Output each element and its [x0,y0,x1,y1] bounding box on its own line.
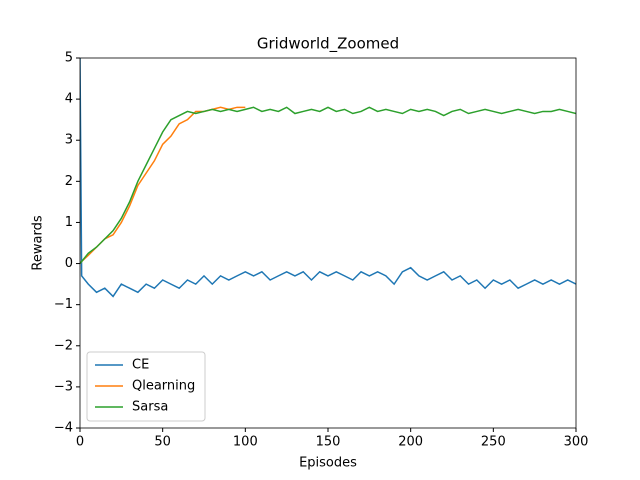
x-tick-label: 200 [398,435,423,450]
y-tick-label: 5 [65,51,73,66]
series-line [80,106,576,265]
x-axis-label: Episodes [299,456,357,471]
y-tick-label: 2 [65,174,73,189]
x-tick-label: 250 [481,435,506,450]
y-tick-label: 3 [65,133,73,148]
y-axis-label: Rewards [31,215,46,270]
x-tick-label: 100 [233,435,258,450]
chart-title: Gridworld_Zoomed [257,35,399,54]
y-tick-label: 0 [65,256,73,271]
plot-frame [79,57,577,429]
y-tick-label: −3 [54,379,73,394]
x-tick-label: 0 [76,435,84,450]
x-tick-label: 300 [564,435,589,450]
legend-label: Qlearning [132,379,195,394]
legend-label: CE [132,358,149,373]
y-tick-label: 4 [65,92,73,107]
y-tick-label: 1 [65,215,73,230]
x-tick-label: 150 [316,435,341,450]
y-tick-label: −2 [54,338,73,353]
legend-box [86,351,206,422]
y-tick-label: −1 [54,297,73,312]
x-tick-label: 50 [154,435,171,450]
series-line [80,58,576,298]
y-tick-label: −4 [54,421,73,436]
legend-label: Sarsa [132,400,168,415]
